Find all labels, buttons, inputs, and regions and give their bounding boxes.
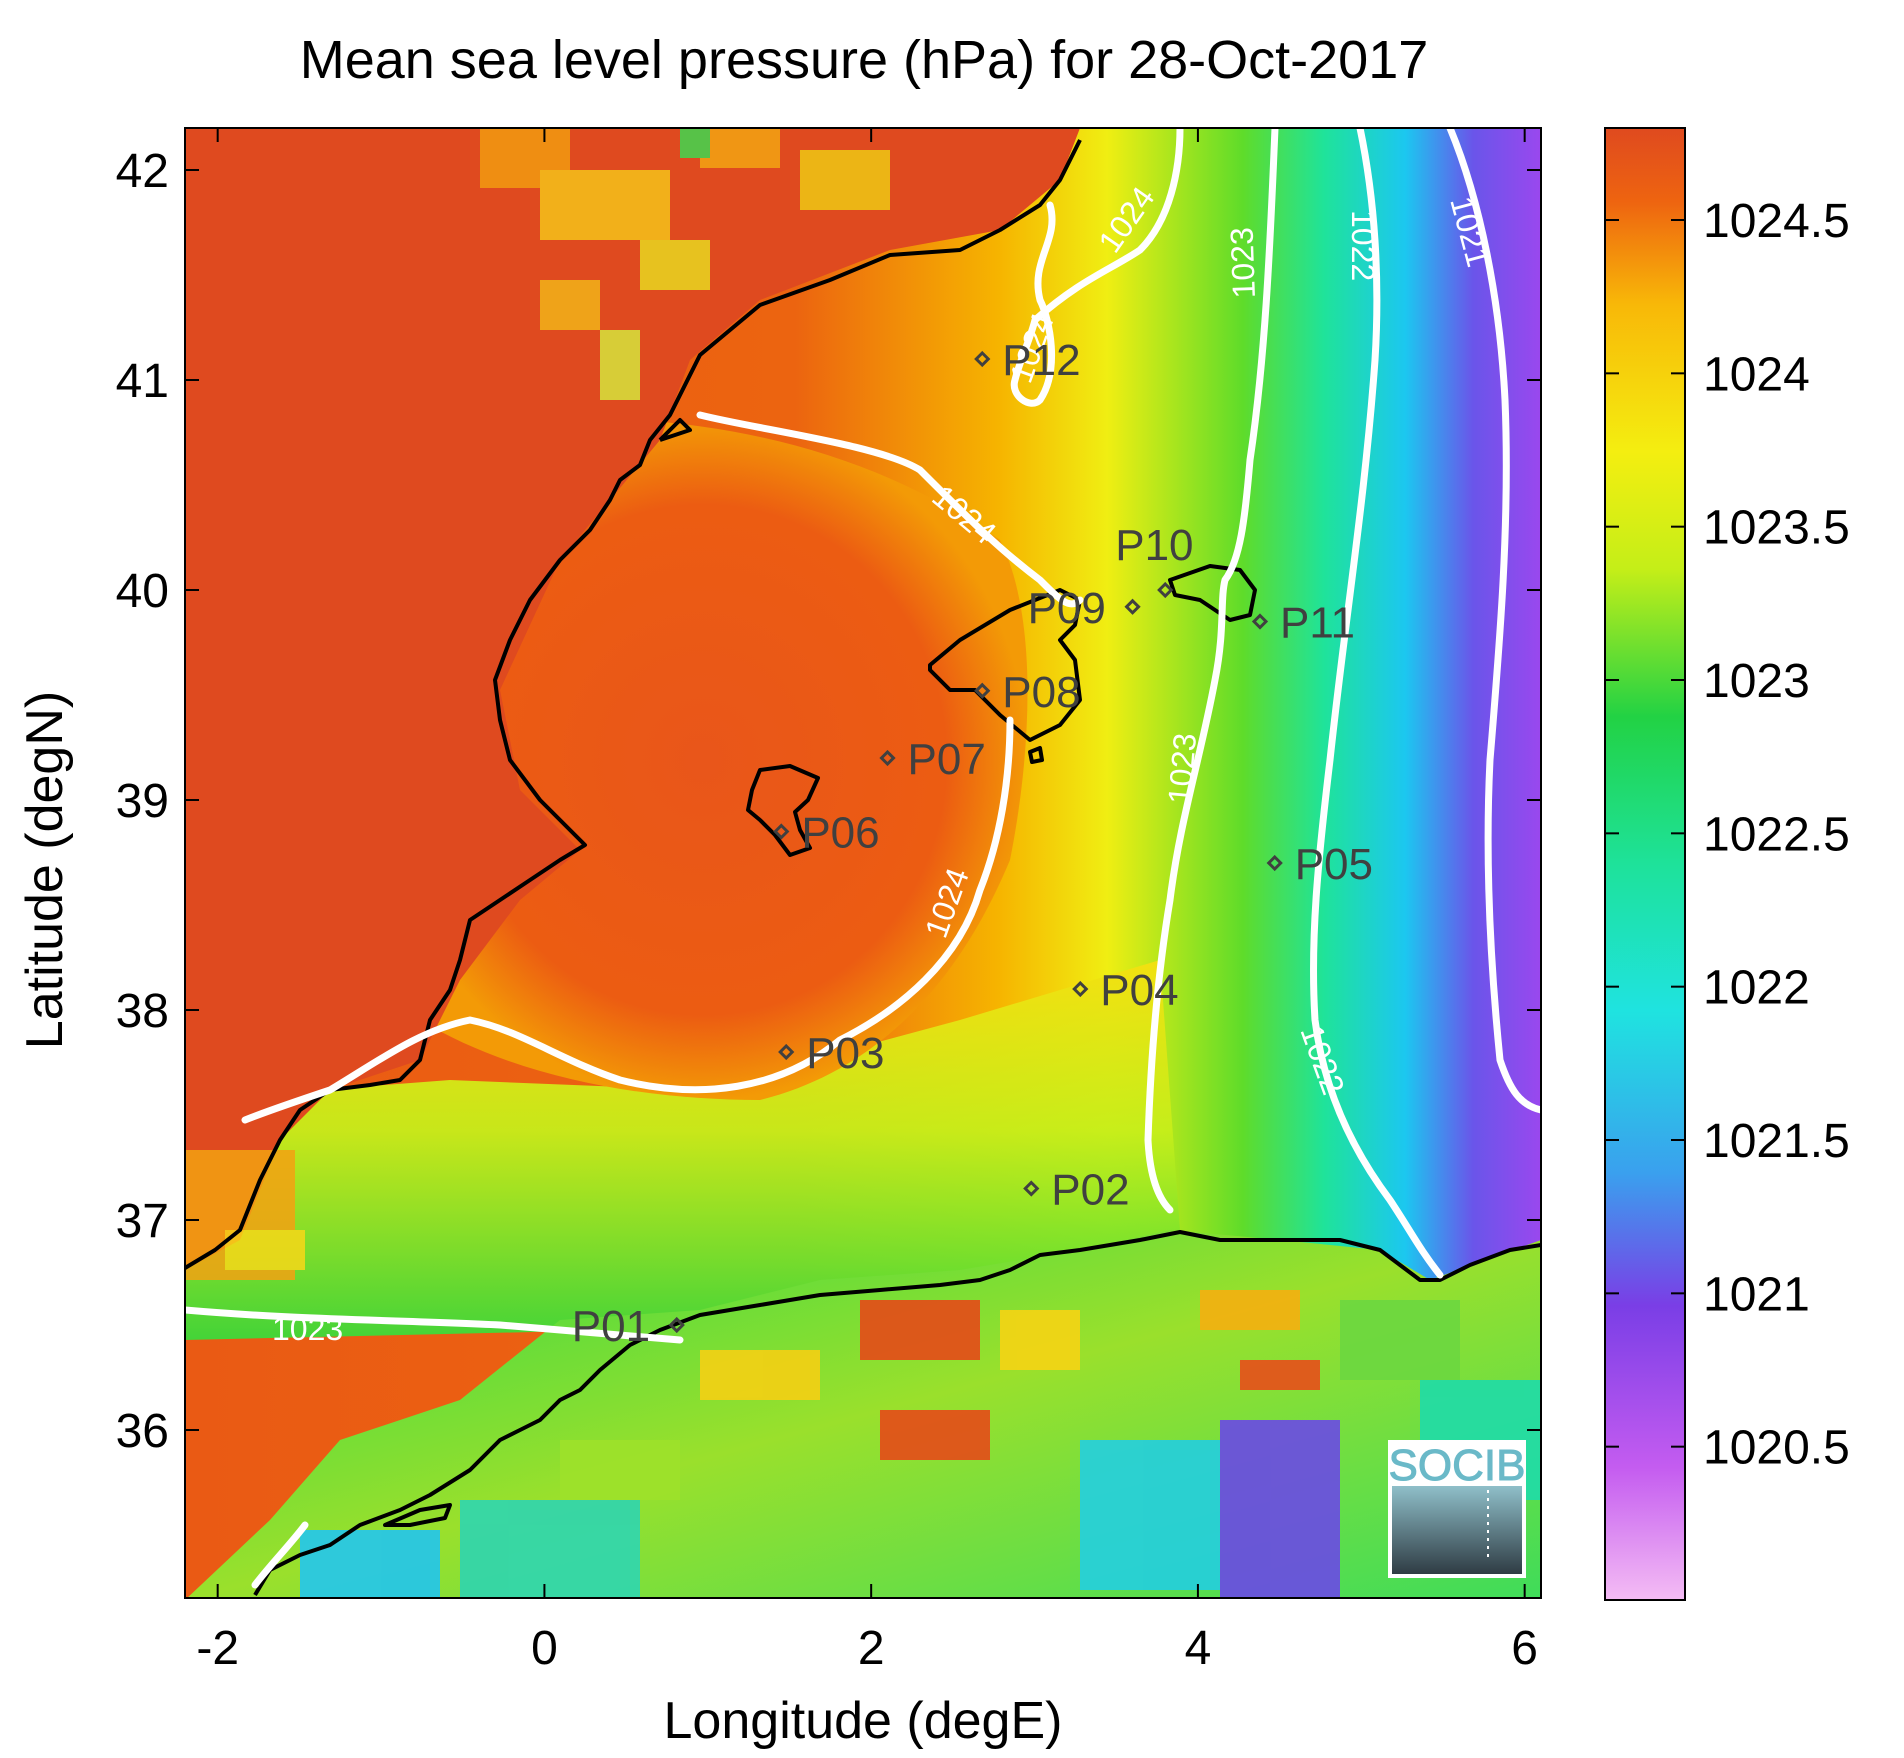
colorbar-tick-label: 1024.5 (1703, 195, 1850, 248)
y-tick-label: 38 (116, 985, 169, 1038)
contour-1021 (1446, 128, 1541, 1114)
x-tick-label: 0 (531, 1622, 558, 1675)
y-axis-label: Latitude (degN) (16, 691, 74, 1049)
y-tick-label: 40 (116, 565, 169, 618)
contour-1022 (1310, 128, 1444, 1279)
colorbar-tick-label: 1021.5 (1703, 1115, 1850, 1168)
x-tick-label: -2 (196, 1622, 239, 1675)
station-label: P08 (1002, 668, 1080, 717)
station-marker (778, 1043, 795, 1061)
contour-1023-south (185, 1306, 684, 1344)
colorbar-tick-label: 1023.5 (1703, 502, 1850, 555)
station-label: P04 (1100, 966, 1178, 1015)
station-marker (1266, 854, 1283, 872)
contour-1024-main (696, 411, 1084, 608)
station-label: P05 (1295, 840, 1373, 889)
station-label: P12 (1002, 336, 1080, 385)
station-marker (773, 823, 790, 840)
y-tick-label: 37 (116, 1195, 169, 1248)
station-marker (974, 682, 991, 699)
y-axis: 36 37 38 39 40 41 42 (116, 145, 1541, 1458)
station-label: P03 (806, 1029, 884, 1078)
pressure-field (185, 128, 1541, 1598)
station-marker (668, 1316, 685, 1334)
contour-1024-north (1010, 128, 1184, 407)
station-marker (879, 749, 896, 767)
contour-1023-sw (251, 1521, 309, 1589)
colorbar: 1020.5 1021 1021.5 1022 1022.5 1023 1023.5 1024… (1604, 127, 1850, 1601)
contour-label: 1022 (1345, 210, 1381, 281)
isobar-contours (185, 128, 1541, 1589)
map-frame (184, 127, 1542, 1599)
colorbar-ticks: 1020.5 1021 1021.5 1022 1022.5 1023 1023.5 1024… (1605, 195, 1850, 1475)
y-tick-label: 39 (116, 775, 169, 828)
contour-label: 1023 (1224, 227, 1262, 299)
station-label: P11 (1280, 599, 1355, 648)
y-tick-label: 42 (116, 145, 169, 198)
station-label: P02 (1051, 1166, 1129, 1215)
station-label: P07 (908, 735, 986, 784)
contour-label: 1023 (272, 1311, 343, 1347)
contour-1023-east (1144, 128, 1279, 1214)
station-marker (1023, 1180, 1040, 1197)
x-axis: -2 0 2 4 6 (196, 128, 1538, 1675)
station-marker (974, 350, 991, 368)
y-tick-label: 36 (116, 1405, 169, 1458)
contour-1024-south (241, 716, 1014, 1124)
logo-text: SOCIB (1389, 1441, 1526, 1490)
station-marker (1124, 598, 1141, 615)
station-marker (1251, 613, 1269, 630)
x-tick-label: 4 (1185, 1622, 1212, 1675)
station-label: P09 (1028, 584, 1106, 633)
station-label: P01 (572, 1302, 650, 1351)
station-marker (1157, 581, 1174, 599)
station-marker (1072, 980, 1089, 998)
colorbar-gradient (1604, 127, 1686, 1601)
colorbar-tick-label: 1022.5 (1703, 808, 1850, 861)
x-tick-label: 6 (1511, 1622, 1538, 1675)
map-title: Mean sea level pressure (hPa) for 28-Oct… (300, 30, 1429, 90)
socib-logo: SOCIB (1388, 1440, 1526, 1578)
colorbar-tick-label: 1020.5 (1703, 1422, 1850, 1475)
coastline-layer (185, 139, 1541, 1597)
station-label: P10 (1115, 521, 1193, 570)
colorbar-tick-label: 1021 (1703, 1268, 1810, 1321)
x-tick-label: 2 (858, 1622, 885, 1675)
station-label: P06 (801, 809, 879, 858)
colorbar-tick-label: 1023 (1703, 655, 1810, 708)
x-axis-label: Longitude (degE) (664, 1692, 1063, 1750)
colorbar-tick-label: 1024 (1703, 348, 1810, 401)
colorbar-tick-label: 1022 (1703, 962, 1810, 1015)
y-tick-label: 41 (116, 355, 169, 408)
contour-label: 1023 (1161, 732, 1203, 806)
